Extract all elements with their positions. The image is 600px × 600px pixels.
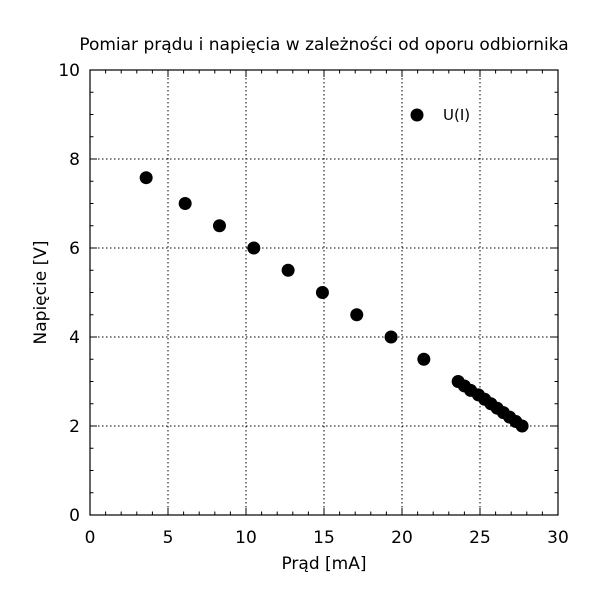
data-point (315, 286, 329, 299)
data-point (212, 219, 226, 233)
data-point (350, 308, 364, 322)
y-tick-label: 2 (69, 417, 80, 437)
y-tick-label: 0 (69, 506, 80, 526)
legend-label: U(I) (443, 106, 470, 124)
y-tick-label: 4 (69, 328, 80, 348)
y-axis-label: Napięcie [V] (31, 241, 51, 345)
x-tick-label: 10 (235, 528, 257, 548)
y-tick-label: 6 (69, 239, 80, 259)
data-point (281, 263, 295, 277)
plot-frame (89, 69, 559, 516)
x-tick-label: 5 (163, 528, 174, 548)
data-points (139, 171, 529, 433)
x-tick-label: 25 (469, 528, 491, 548)
data-point (417, 352, 431, 366)
legend-marker (410, 108, 424, 122)
y-tick-label: 8 (69, 150, 80, 170)
tick-layer: 0 5 10 15 20 25 30 0 2 4 6 8 10 (58, 61, 568, 548)
legend: U(I) (410, 106, 470, 124)
x-tick-label: 20 (391, 528, 413, 548)
y-tick-label: 10 (58, 61, 80, 81)
data-point (178, 197, 192, 210)
x-tick-label: 0 (85, 528, 96, 548)
x-tick-label: 15 (313, 528, 335, 548)
data-point (139, 171, 153, 185)
x-axis-label: Prąd [mA] (281, 554, 366, 574)
data-point (384, 330, 398, 344)
chart-title: Pomiar prądu i napięcia w zależności od … (79, 35, 568, 55)
data-point (247, 241, 261, 255)
data-point (515, 419, 529, 433)
x-tick-label: 30 (547, 528, 569, 548)
